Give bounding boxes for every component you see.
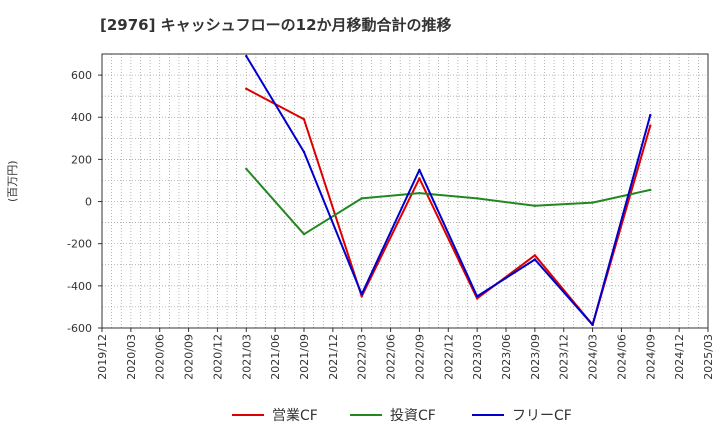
y-tick-label: 200: [71, 153, 92, 166]
x-tick-label: 2023/03: [471, 334, 484, 380]
plot-border: [101, 53, 709, 329]
y-tick-label: -200: [67, 238, 92, 251]
series-lines: [245, 54, 652, 327]
x-tick-label: 2020/03: [125, 334, 138, 380]
legend: 営業CF 投資CF フリーCF: [232, 408, 572, 424]
data-point: [475, 197, 479, 200]
data-point: [360, 293, 363, 296]
data-point: [245, 54, 248, 58]
y-tick-label: 400: [71, 111, 92, 124]
data-point: [418, 168, 421, 172]
data-point: [302, 233, 306, 236]
x-tick-label: 2022/09: [413, 334, 426, 380]
data-point: [533, 254, 537, 257]
data-point: [360, 197, 363, 200]
x-tick-label: 2022/03: [356, 334, 369, 380]
data-point: [475, 297, 479, 300]
x-tick-label: 2022/06: [385, 334, 398, 380]
chart-title: [2976] キャッシュフローの12か月移動合計の推移: [100, 16, 452, 34]
x-tick-label: 2024/12: [673, 334, 686, 380]
data-point: [591, 201, 594, 204]
data-point: [302, 150, 306, 154]
series-line-フリーCF: [245, 55, 652, 326]
data-point: [475, 295, 479, 298]
x-tick-label: 2023/12: [558, 334, 571, 380]
data-point: [360, 295, 363, 298]
data-point: [245, 87, 248, 90]
x-tick-label: 2019/12: [96, 334, 109, 380]
x-tick-label: 2020/09: [183, 334, 196, 380]
x-tick-label: 2020/06: [154, 334, 167, 380]
data-point: [533, 204, 537, 207]
y-tick-label: 0: [85, 196, 92, 209]
x-tick-label: 2021/09: [298, 334, 311, 380]
data-point: [245, 167, 248, 171]
series-line-営業CF: [245, 87, 652, 326]
x-tick-label: 2021/03: [240, 334, 253, 380]
y-tick-label: -600: [67, 322, 92, 335]
axes: 600 400 200 0 -200 -400 -600 2019/12 2020/03 2020…: [67, 53, 715, 380]
data-point: [649, 124, 652, 127]
series-line-投資CF: [245, 168, 651, 236]
x-tick-label: 2022/12: [442, 334, 455, 380]
legend-label: 営業CF: [272, 408, 318, 424]
legend-label: 投資CF: [390, 408, 436, 424]
data-point: [302, 118, 306, 121]
x-tick-label: 2023/09: [529, 334, 542, 380]
y-tick-label: -400: [67, 280, 92, 293]
data-point: [418, 177, 421, 180]
data-point: [591, 323, 594, 327]
x-tick-label: 2024/09: [644, 334, 657, 380]
x-tick-label: 2024/03: [587, 334, 600, 380]
x-tick-label: 2021/06: [269, 334, 282, 380]
legend-label: フリーCF: [512, 408, 572, 424]
x-tick-label: 2025/03: [702, 334, 715, 380]
data-point: [533, 258, 537, 261]
grid: [102, 53, 708, 329]
data-point: [649, 113, 652, 117]
x-tick-label: 2020/12: [211, 334, 224, 380]
y-tick-label: 600: [71, 69, 92, 82]
data-point: [649, 188, 652, 192]
x-tick-label: 2023/06: [500, 334, 513, 380]
data-point: [418, 191, 421, 195]
x-tick-label: 2024/06: [615, 334, 628, 380]
x-tick-label: 2021/12: [327, 334, 340, 380]
